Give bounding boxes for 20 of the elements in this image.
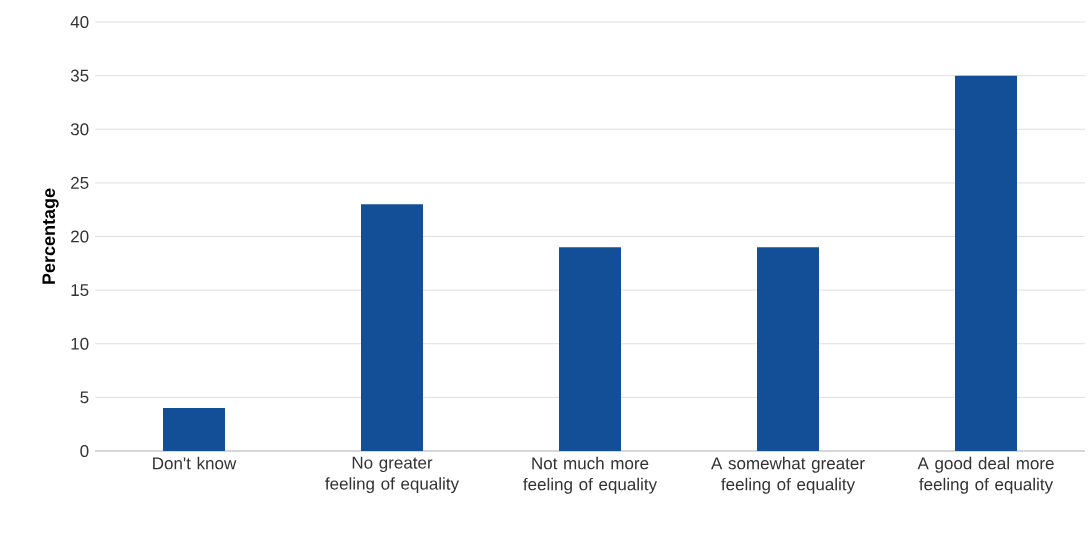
y-tick-label: 25 [71, 176, 89, 189]
x-tick-label: A somewhat greater feeling of equality [711, 456, 865, 494]
x-tick-label: Don't know [153, 456, 237, 470]
x-tick-label: No greater feeling of equality [325, 456, 460, 494]
y-tick-label: 15 [71, 284, 89, 297]
bar [559, 247, 621, 451]
bar [757, 247, 819, 451]
y-tick-label: 40 [70, 15, 89, 29]
bar [361, 204, 423, 451]
x-tick-label: Not much more feeling of equality [523, 456, 658, 494]
bar [163, 408, 225, 451]
y-axis-title: Percentage [42, 188, 59, 284]
y-tick-label: 0 [80, 444, 89, 458]
y-tick-label: 35 [70, 69, 89, 82]
y-tick-label: 30 [70, 123, 89, 136]
y-tick-label: 5 [80, 391, 89, 404]
x-tick-label: A good deal more feeling of equality [917, 456, 1054, 494]
y-tick-label: 10 [71, 337, 89, 350]
bar [955, 75, 1017, 451]
y-tick-label: 20 [71, 230, 89, 243]
